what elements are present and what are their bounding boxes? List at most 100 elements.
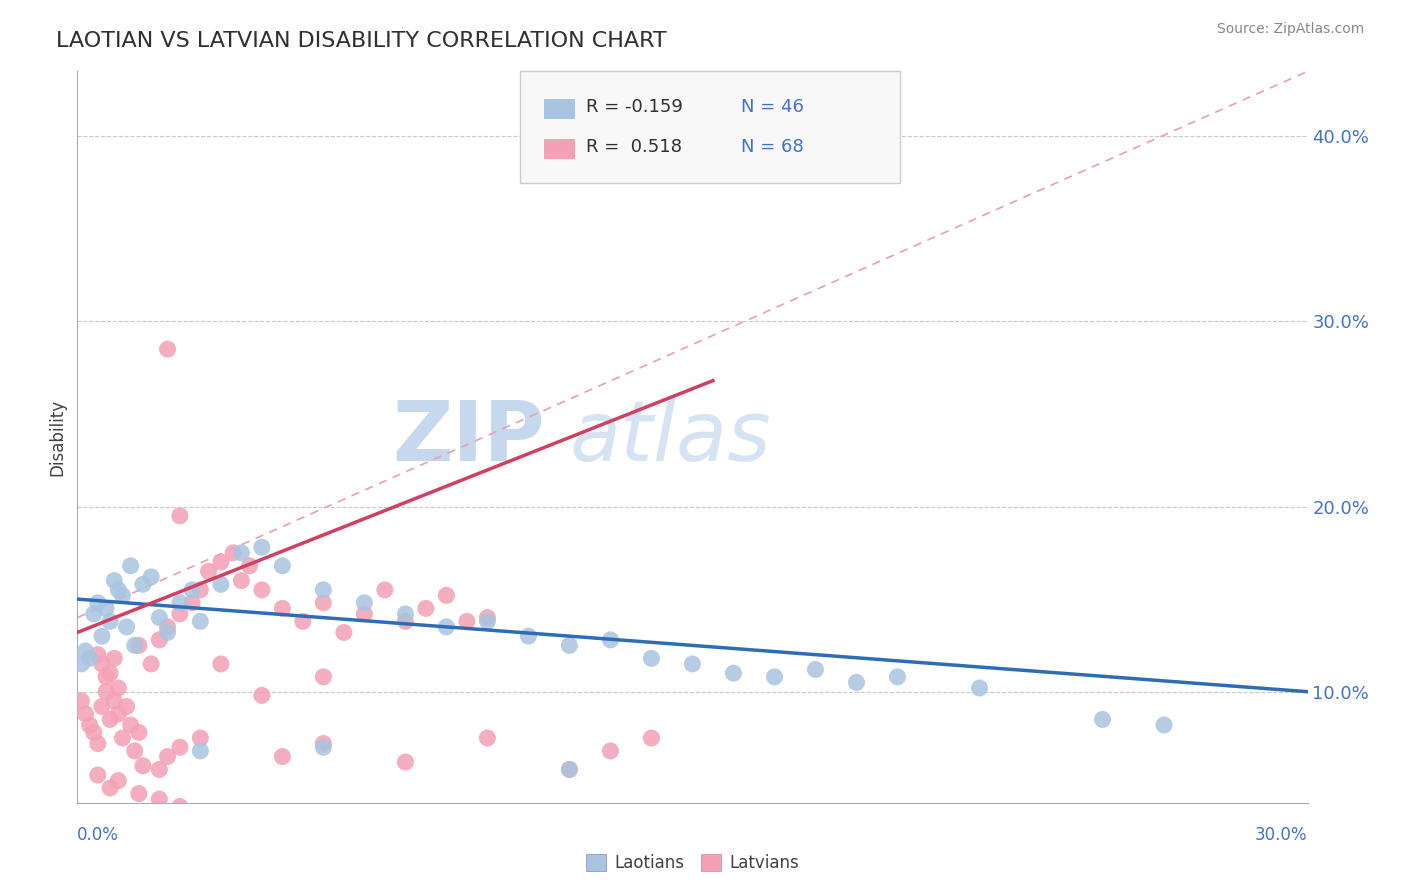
- Point: [98, 615, 121, 629]
- Point: [115, 620, 138, 634]
- Point: [477, 615, 499, 629]
- Point: [312, 740, 335, 755]
- Point: [128, 639, 150, 653]
- Point: [132, 577, 155, 591]
- Point: [517, 629, 540, 643]
- Point: [87, 737, 110, 751]
- Point: [103, 574, 125, 588]
- Point: [394, 615, 416, 629]
- Point: [763, 670, 786, 684]
- Point: [599, 632, 621, 647]
- Point: [599, 744, 621, 758]
- Point: [94, 670, 117, 684]
- Point: [682, 657, 704, 671]
- Point: [209, 555, 232, 569]
- Text: N = 46: N = 46: [741, 98, 804, 116]
- Point: [231, 546, 253, 560]
- Point: [120, 558, 142, 573]
- Point: [271, 749, 294, 764]
- Point: [87, 596, 110, 610]
- Point: [169, 508, 191, 523]
- Point: [107, 681, 129, 695]
- Point: [115, 699, 138, 714]
- Point: [169, 607, 191, 621]
- Text: Source: ZipAtlas.com: Source: ZipAtlas.com: [1216, 22, 1364, 37]
- Point: [156, 620, 179, 634]
- Point: [90, 699, 114, 714]
- Point: [415, 601, 437, 615]
- Point: [640, 651, 662, 665]
- Point: [250, 689, 273, 703]
- Point: [436, 620, 458, 634]
- Text: LAOTIAN VS LATVIAN DISABILITY CORRELATION CHART: LAOTIAN VS LATVIAN DISABILITY CORRELATIO…: [56, 31, 666, 51]
- Point: [886, 670, 908, 684]
- Point: [148, 610, 170, 624]
- Point: [169, 596, 191, 610]
- Point: [70, 694, 93, 708]
- Point: [120, 718, 142, 732]
- Y-axis label: Disability: Disability: [48, 399, 66, 475]
- Point: [312, 596, 335, 610]
- Point: [374, 582, 396, 597]
- Point: [148, 792, 170, 806]
- Point: [83, 725, 105, 739]
- Point: [239, 558, 262, 573]
- Point: [90, 657, 114, 671]
- Point: [188, 582, 212, 597]
- Point: [111, 731, 134, 745]
- Point: [456, 615, 478, 629]
- Point: [141, 570, 163, 584]
- Point: [79, 651, 101, 665]
- Point: [83, 607, 105, 621]
- Point: [75, 644, 97, 658]
- Point: [209, 657, 232, 671]
- Point: [103, 694, 125, 708]
- Point: [558, 763, 581, 777]
- Point: [90, 629, 114, 643]
- Point: [353, 596, 375, 610]
- Point: [148, 763, 170, 777]
- Point: [70, 657, 93, 671]
- Text: R = -0.159: R = -0.159: [586, 98, 683, 116]
- Point: [188, 744, 212, 758]
- Point: [271, 601, 294, 615]
- Point: [156, 625, 179, 640]
- Point: [640, 731, 662, 745]
- Text: ZIP: ZIP: [392, 397, 546, 477]
- Point: [124, 639, 146, 653]
- Point: [107, 582, 129, 597]
- Point: [169, 740, 191, 755]
- Point: [723, 666, 745, 681]
- Point: [222, 546, 245, 560]
- Point: [181, 596, 204, 610]
- Point: [312, 670, 335, 684]
- Point: [98, 666, 121, 681]
- Text: 30.0%: 30.0%: [1256, 826, 1308, 844]
- Point: [98, 713, 121, 727]
- Point: [353, 607, 375, 621]
- Point: [148, 632, 170, 647]
- Point: [845, 675, 868, 690]
- Point: [477, 610, 499, 624]
- Point: [250, 582, 273, 597]
- Point: [333, 625, 356, 640]
- Point: [312, 582, 335, 597]
- Point: [107, 706, 129, 721]
- Point: [132, 758, 155, 772]
- Point: [1091, 713, 1114, 727]
- Point: [558, 763, 581, 777]
- Point: [231, 574, 253, 588]
- Point: [804, 663, 827, 677]
- Point: [394, 755, 416, 769]
- Point: [98, 780, 121, 795]
- Point: [312, 737, 335, 751]
- Point: [1153, 718, 1175, 732]
- Point: [969, 681, 991, 695]
- Point: [156, 749, 179, 764]
- Point: [124, 744, 146, 758]
- Point: [197, 565, 219, 579]
- Point: [188, 731, 212, 745]
- Text: atlas: atlas: [569, 397, 770, 477]
- Point: [477, 731, 499, 745]
- Point: [79, 718, 101, 732]
